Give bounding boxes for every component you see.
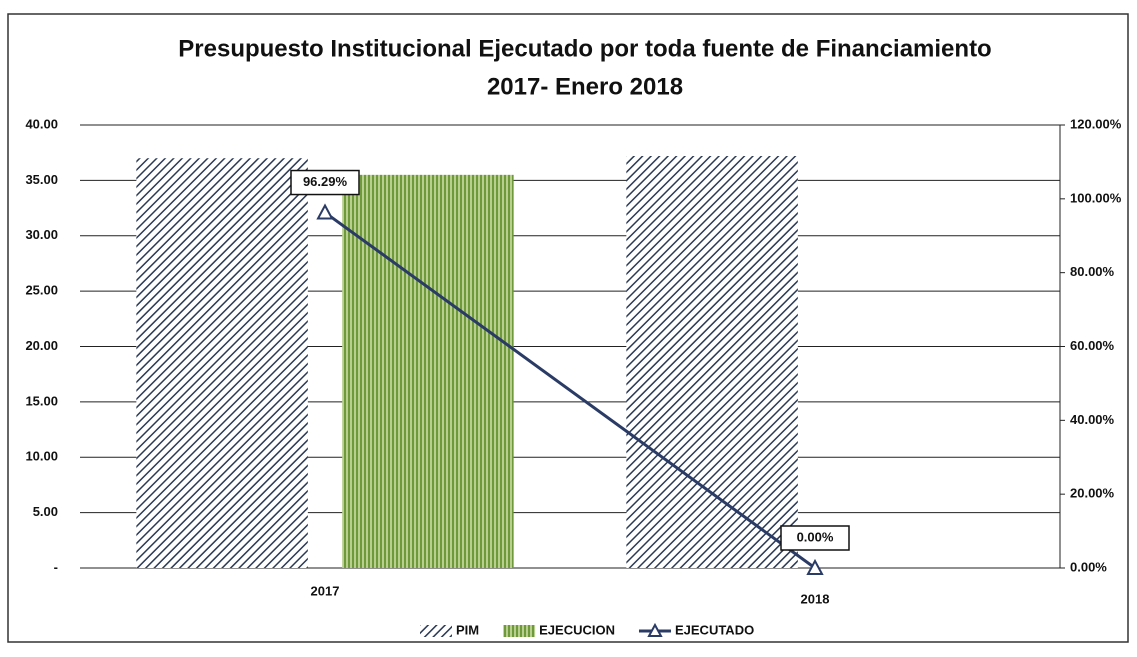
y2-tick-label: 60.00% [1070,338,1115,353]
marker [316,203,334,220]
legend-swatch [503,625,536,637]
y2-tick-label: 40.00% [1070,412,1115,427]
y2-tick-label: 20.00% [1070,486,1115,501]
chart-subtitle: 2017- Enero 2018 [487,73,683,100]
legend-swatch [420,625,452,637]
y2-tick-label: 120.00% [1070,116,1122,131]
y-tick-label: 30.00 [25,227,58,242]
y-tick-label: 40.00 [25,116,58,131]
x-tick-label: 2017 [311,583,340,598]
y2-tick-label: 0.00% [1070,559,1107,574]
marker [806,558,824,575]
bar [136,158,308,568]
y-tick-label: 20.00 [25,338,58,353]
y-tick-label: 10.00 [25,449,58,464]
value-label-box [290,169,360,196]
bar [342,174,514,568]
y-tick-label: 35.00 [25,172,58,187]
y-tick-label: 25.00 [25,283,58,298]
y2-tick-label: 100.00% [1070,190,1122,205]
y2-tick-label: 80.00% [1070,264,1115,279]
x-tick-label: 2018 [801,591,830,606]
y-tick-label: 5.00 [33,504,58,519]
legend-marker [647,622,663,637]
legend-label: EJECUTADO [675,622,754,637]
line [324,211,816,570]
y-tick-label: - [54,559,58,574]
y-tick-label: 15.00 [25,393,58,408]
value-label-box [780,525,850,551]
chart-title: Presupuesto Institucional Ejecutado por … [178,35,991,62]
value-label: 96.29% [303,174,348,189]
value-label: 0.00% [797,529,834,544]
legend-label: EJECUCION [539,622,615,637]
chart-border [7,13,1129,643]
bar [626,156,798,568]
legend-label: PIM [456,622,479,637]
